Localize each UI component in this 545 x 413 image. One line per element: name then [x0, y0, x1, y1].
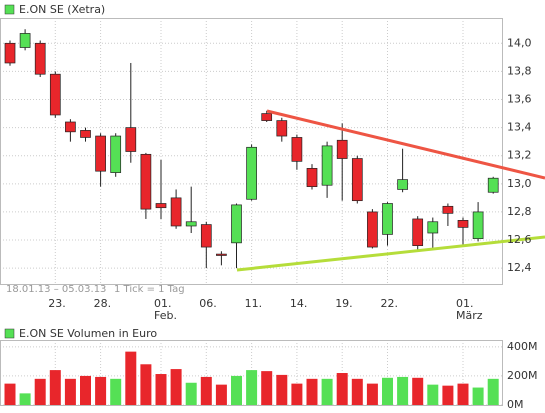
candle-body [457, 220, 469, 228]
volume-bar [155, 374, 167, 405]
volume-bar [95, 376, 107, 405]
support-trendline [236, 235, 545, 272]
y-tick-label: 13,4 [507, 121, 532, 134]
candle-body [216, 253, 227, 256]
y-tick-label: 0M [507, 398, 524, 411]
x-tick-label: 11. [244, 297, 263, 310]
candle-body [80, 130, 91, 138]
candle-body [231, 204, 242, 244]
tick-info: 1 Tick = 1 Tag [114, 284, 185, 295]
x-tick-label: 14. [289, 297, 308, 310]
x-tick-label: 28. [93, 297, 112, 310]
candle-body [261, 113, 273, 121]
candle-body [367, 211, 378, 248]
volume-bar [351, 378, 363, 405]
candle-body [170, 197, 182, 227]
volume-bar [336, 373, 348, 405]
candle-body [291, 137, 303, 162]
candle-body [110, 135, 122, 173]
x-tick-label: 01. März [456, 297, 483, 322]
legend-label: E.ON SE Volumen in Euro [19, 327, 157, 340]
volume-bar [64, 378, 76, 405]
candle-body [95, 135, 106, 172]
candle-body [276, 120, 288, 137]
x-tick-label: 01. Feb. [154, 297, 177, 322]
candle-body [336, 139, 348, 159]
candle-body [140, 153, 152, 210]
volume-bar [487, 378, 499, 405]
candle-body [397, 179, 408, 190]
y-tick-label: 400M [507, 340, 538, 353]
candle-body [200, 224, 212, 248]
price-frame [0, 18, 503, 285]
y-tick-label: 13,2 [507, 149, 532, 162]
volume-bar [366, 383, 378, 405]
volume-bar [457, 383, 469, 405]
candle-body [125, 127, 137, 152]
y-tick-label: 13,8 [507, 64, 532, 77]
volume-bar [442, 385, 454, 405]
period-label: 18.01.13 – 05.03.13 [6, 284, 106, 295]
candle-body [306, 168, 318, 187]
y-tick-label: 200M [507, 369, 538, 382]
volume-bar [306, 378, 318, 405]
candle-body [19, 33, 31, 48]
y-tick-label: 13,0 [507, 177, 532, 190]
volume-bar [321, 378, 333, 405]
volume-bar [382, 377, 393, 405]
candle-body [4, 42, 16, 64]
volume-bar [185, 382, 197, 405]
x-tick-label: 19. [335, 297, 353, 310]
candle-body [246, 146, 257, 200]
candle-body [65, 121, 76, 133]
volume-bar [261, 371, 273, 405]
y-tick-label: 12,4 [507, 261, 532, 274]
volume-bar [276, 374, 288, 405]
candle-body [442, 205, 454, 214]
x-tick-label: 23. [48, 297, 66, 310]
y-tick-label: 13,6 [507, 93, 532, 106]
volume-bar [34, 378, 46, 405]
volume-bar [170, 369, 182, 405]
y-tick-label: 12,6 [507, 233, 532, 246]
volume-bar [427, 384, 439, 405]
volume-bar [200, 376, 212, 405]
volume-bar [49, 370, 61, 405]
candle-body [155, 203, 167, 209]
y-tick-label: 14,0 [507, 36, 532, 49]
volume-bar [19, 393, 31, 405]
candle-body [427, 221, 439, 234]
volume-bar [246, 370, 258, 405]
candle-body [321, 145, 333, 186]
volume-bar [125, 351, 137, 405]
y-tick-label: 12,8 [507, 205, 532, 218]
candle-body [382, 203, 393, 235]
volume-frame [0, 340, 503, 406]
candle-body [34, 42, 46, 75]
volume-bar [412, 377, 424, 405]
x-tick-label: 22. [380, 297, 399, 310]
volume-bar [215, 384, 227, 405]
legend-swatch [4, 328, 15, 339]
volume-bar [472, 387, 484, 405]
volume-bar [291, 383, 303, 405]
volume-bar [110, 378, 122, 405]
resistance-trendline [266, 109, 545, 180]
candle-body [49, 73, 61, 116]
volume-bar [231, 375, 242, 405]
candle-body [487, 177, 499, 193]
candle-body [185, 221, 197, 227]
volume-bar [4, 383, 16, 405]
candle-body [472, 211, 484, 239]
volume-bar [80, 375, 91, 405]
candle-body [412, 218, 424, 247]
legend-label: E.ON SE (Xetra) [19, 3, 105, 16]
legend-swatch [4, 4, 15, 15]
candle-body [351, 158, 363, 202]
volume-bar [140, 364, 152, 405]
x-tick-label: 06. [199, 297, 217, 310]
volume-bar [397, 376, 409, 405]
